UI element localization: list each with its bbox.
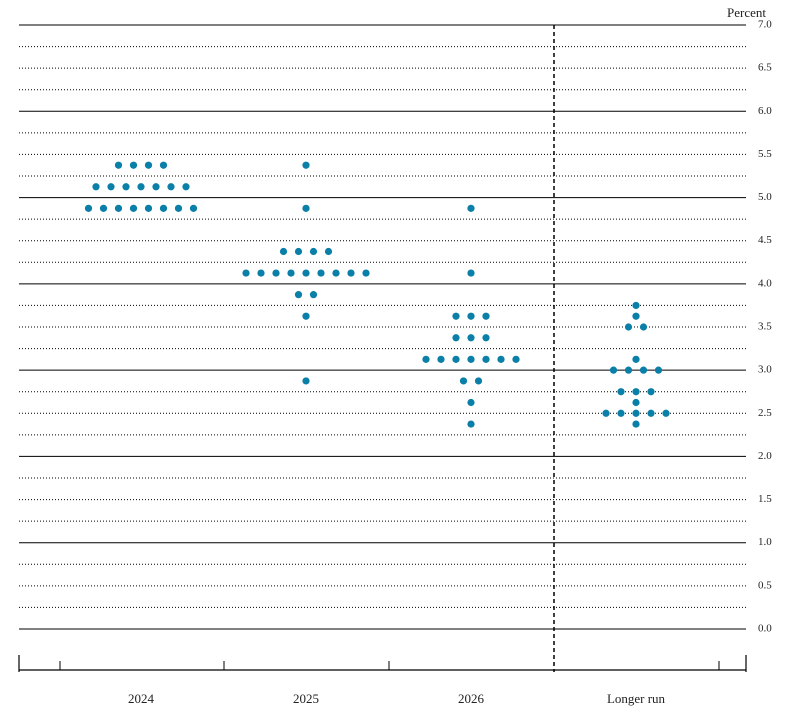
dot <box>474 377 483 385</box>
dot <box>92 183 100 191</box>
dot <box>482 312 490 320</box>
dot <box>182 183 190 191</box>
x-tick-label: 2024 <box>128 691 155 706</box>
dot <box>144 161 153 169</box>
y-tick-label: 0.0 <box>758 623 772 635</box>
dot <box>332 269 340 277</box>
y-tick-label: 2.5 <box>758 407 772 419</box>
dot <box>302 312 310 320</box>
dot <box>624 323 633 331</box>
dot <box>639 323 648 331</box>
dot <box>632 420 640 428</box>
dot <box>137 183 145 191</box>
dot <box>617 388 625 396</box>
dot <box>317 269 325 277</box>
dot <box>99 204 108 212</box>
dot <box>632 388 640 396</box>
dot <box>422 355 430 363</box>
y-tick-label: 5.5 <box>758 148 772 160</box>
dot <box>324 247 333 256</box>
dot <box>482 355 490 363</box>
dot <box>632 355 640 363</box>
dot <box>174 204 183 212</box>
dot <box>467 204 475 212</box>
dot <box>609 366 618 374</box>
dot <box>632 398 640 407</box>
y-axis-label: Percent <box>727 5 766 20</box>
dot <box>114 204 123 212</box>
dot <box>482 334 490 342</box>
dot <box>257 269 265 277</box>
y-tick-label: 4.0 <box>758 277 772 289</box>
dot <box>309 247 318 256</box>
dot <box>302 161 310 169</box>
dot <box>287 269 295 277</box>
dot <box>467 334 475 342</box>
dot <box>512 355 520 363</box>
y-tick-label: 3.0 <box>758 364 772 376</box>
dot <box>662 409 670 417</box>
dot <box>159 161 168 169</box>
dot <box>467 269 475 277</box>
dot <box>467 420 475 428</box>
dot <box>302 377 310 385</box>
dot <box>647 388 655 396</box>
dot <box>302 269 310 277</box>
dot <box>467 355 475 363</box>
dot <box>362 269 370 277</box>
dot <box>639 366 648 374</box>
x-tick-label: Longer run <box>607 691 666 706</box>
dot <box>654 366 663 374</box>
y-tick-label: 6.0 <box>758 105 772 117</box>
dot <box>452 334 460 342</box>
dot <box>309 291 318 299</box>
dot <box>647 409 655 417</box>
dot <box>122 183 130 191</box>
dot <box>632 409 640 417</box>
y-tick-label: 5.0 <box>758 191 772 203</box>
y-tick-label: 6.5 <box>758 62 772 74</box>
dot <box>467 398 475 407</box>
dot <box>467 312 475 320</box>
dot <box>602 409 610 417</box>
dot <box>294 291 303 299</box>
dot <box>167 183 175 191</box>
dot <box>347 269 355 277</box>
dot <box>129 204 138 212</box>
dot <box>624 366 633 374</box>
dot <box>302 204 310 212</box>
dot <box>144 204 153 212</box>
dot <box>272 269 280 277</box>
dot <box>129 161 138 169</box>
dot <box>632 312 640 320</box>
dot <box>294 247 303 256</box>
dot <box>632 301 640 310</box>
dot <box>459 377 468 385</box>
dot <box>437 355 445 363</box>
dot <box>452 355 460 363</box>
dot <box>107 183 115 191</box>
y-tick-label: 3.5 <box>758 321 772 333</box>
dot <box>152 183 160 191</box>
dot <box>452 312 460 320</box>
dot <box>114 161 123 169</box>
y-tick-label: 4.5 <box>758 234 772 246</box>
dot <box>497 355 505 363</box>
y-tick-label: 7.0 <box>758 19 772 31</box>
x-tick-label: 2025 <box>293 691 319 706</box>
y-tick-label: 2.0 <box>758 450 772 462</box>
dot <box>242 269 250 277</box>
dot <box>279 247 288 256</box>
dot <box>189 204 198 212</box>
dot <box>84 204 93 212</box>
dot <box>159 204 168 212</box>
y-tick-label: 0.5 <box>758 579 772 591</box>
y-tick-label: 1.5 <box>758 493 772 505</box>
y-tick-label: 1.0 <box>758 536 772 548</box>
dot <box>617 409 625 417</box>
x-tick-label: 2026 <box>458 691 485 706</box>
